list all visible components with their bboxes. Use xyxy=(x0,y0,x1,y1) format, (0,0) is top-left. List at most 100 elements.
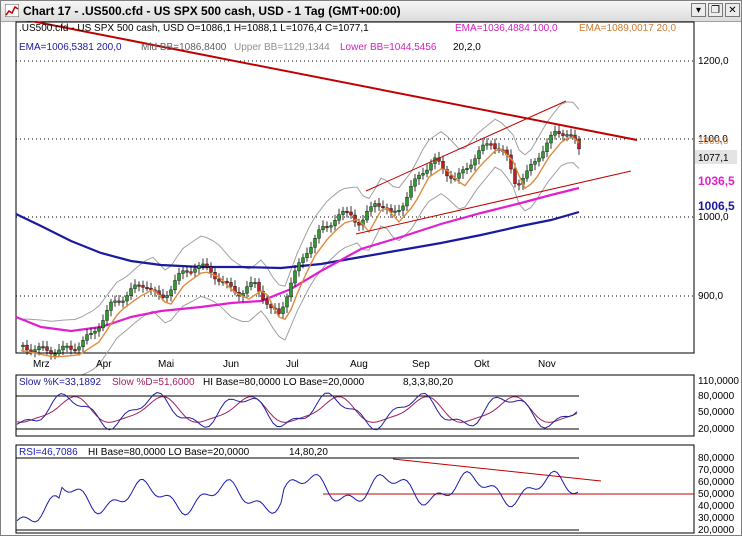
candle-body xyxy=(477,150,481,159)
ema-100-line xyxy=(15,186,580,333)
candle-body xyxy=(197,265,201,269)
price-tick-1200: 1200,0 xyxy=(698,56,729,67)
candle-body xyxy=(321,226,325,231)
close-button[interactable]: ✕ xyxy=(725,3,740,17)
candle-body xyxy=(461,169,465,174)
candle-body xyxy=(45,346,49,351)
candle-body xyxy=(329,225,333,228)
resistance-trendline[interactable] xyxy=(21,21,638,141)
stochastic-k-line xyxy=(16,392,578,431)
title-bar[interactable]: Chart 17 - .US500.cfd - US SPX 500 cash,… xyxy=(1,1,741,22)
candle-body xyxy=(189,271,193,274)
candle-body xyxy=(517,183,521,186)
candle-body xyxy=(301,257,305,263)
candle-body xyxy=(101,320,105,329)
candle-body xyxy=(97,327,101,332)
time-tick-mai: Mai xyxy=(158,359,174,370)
candle-body xyxy=(357,221,361,226)
restore-button[interactable]: ❐ xyxy=(708,3,723,17)
candle-body xyxy=(449,175,453,179)
minimize-button[interactable]: ▾ xyxy=(691,3,706,17)
candle-body xyxy=(549,134,553,144)
candle-body xyxy=(337,214,341,221)
candle-body xyxy=(513,168,517,184)
candle-body xyxy=(305,253,309,258)
rsi-tick-30: 30,0000 xyxy=(698,513,735,524)
price-tick-1100: 1100,0 xyxy=(698,134,728,145)
candle-body xyxy=(21,344,25,347)
candle-body xyxy=(413,178,417,187)
time-tick-okt: Okt xyxy=(474,359,490,370)
rsi-tick-60: 60,0000 xyxy=(698,477,735,488)
candle-body xyxy=(481,144,485,151)
candle-body xyxy=(109,301,113,311)
candle-body xyxy=(117,300,121,303)
ema-20-price-label: 1089,0 xyxy=(698,136,729,147)
candle-body xyxy=(53,353,57,356)
legend-ohlc: .US500.cfd - US SPX 500 cash, USD O=1086… xyxy=(19,23,369,34)
channel-upper-line[interactable] xyxy=(365,100,567,192)
candle-body xyxy=(441,161,445,170)
legend-ema-100: EMA=1036,4884 100,0 xyxy=(455,23,558,34)
candle-body xyxy=(253,282,257,285)
stochastic-panel[interactable]: Slow %K=33,1892 Slow %D=51,6000 HI Base=… xyxy=(15,374,739,437)
candle-body xyxy=(81,340,85,348)
candle-body xyxy=(145,287,149,290)
time-tick-jul: Jul xyxy=(286,359,299,370)
candle-body xyxy=(113,300,117,303)
candle-body xyxy=(161,294,165,298)
legend-ema-200: EMA=1006,5381 200,0 xyxy=(19,42,122,53)
candle-body xyxy=(141,285,145,288)
candle-body xyxy=(93,331,97,334)
candle-body xyxy=(553,131,557,136)
candle-body xyxy=(325,226,329,229)
rsi-tick-50: 50,0000 xyxy=(698,489,735,500)
candle-body xyxy=(353,214,357,223)
rsi-panel-frame xyxy=(15,444,695,534)
candle-body xyxy=(493,143,497,150)
bollinger-upper-line xyxy=(20,101,580,322)
candle-body xyxy=(285,296,289,308)
price-tick-1000: 1000,0 xyxy=(698,212,729,223)
chart-canvas[interactable]: .US500.cfd - US SPX 500 cash, USD O=1086… xyxy=(1,21,741,535)
ema-200-line xyxy=(15,210,580,270)
candle-body xyxy=(489,143,493,146)
time-tick-sep: Sep xyxy=(412,359,430,370)
rsi-resistance-line[interactable] xyxy=(392,458,602,482)
candle-body xyxy=(377,203,381,207)
candle-body xyxy=(73,349,77,352)
candle-body xyxy=(577,138,581,150)
stochastic-params-legend: 8,3,3,80,20 xyxy=(403,377,453,388)
candle-body xyxy=(61,345,65,351)
stochastic-panel-frame xyxy=(15,374,695,437)
last-price-label: 1077,1 xyxy=(698,153,729,164)
rsi-legend: RSI=46,7086 xyxy=(19,447,78,458)
candle-body xyxy=(205,263,209,267)
candle-body xyxy=(369,206,373,212)
candle-body xyxy=(425,169,429,174)
candle-body xyxy=(33,349,37,353)
candle-body xyxy=(349,211,353,216)
candle-body xyxy=(217,278,221,282)
candle-body xyxy=(25,344,29,351)
candle-body xyxy=(537,157,541,162)
chart-app-icon xyxy=(5,4,19,17)
candle-body xyxy=(245,286,249,294)
candle-body xyxy=(225,281,229,284)
price-tick-900: 900,0 xyxy=(698,291,723,302)
window-title: Chart 17 - .US500.cfd - US SPX 500 cash,… xyxy=(23,4,401,18)
price-panel[interactable]: .US500.cfd - US SPX 500 cash, USD O=1086… xyxy=(15,21,737,378)
price-grid xyxy=(16,60,694,297)
rsi-tick-70: 70,0000 xyxy=(698,465,735,476)
rsi-panel[interactable]: RSI=46,7086 HI Base=80,0000 LO Base=20,0… xyxy=(15,444,735,535)
stoch-tick-20: 20,0000 xyxy=(698,424,735,435)
candle-body xyxy=(265,299,269,305)
candle-body xyxy=(121,300,125,303)
ema-100-price-label: 1036,5 xyxy=(698,174,735,188)
channel-lower-line[interactable] xyxy=(355,170,632,235)
candle-body xyxy=(429,163,433,171)
legend-mid-bb: Mid BB=1086,8400 xyxy=(141,42,227,53)
rsi-tick-20: 20,0000 xyxy=(698,525,735,535)
stoch-tick-80: 80,0000 xyxy=(698,391,735,402)
